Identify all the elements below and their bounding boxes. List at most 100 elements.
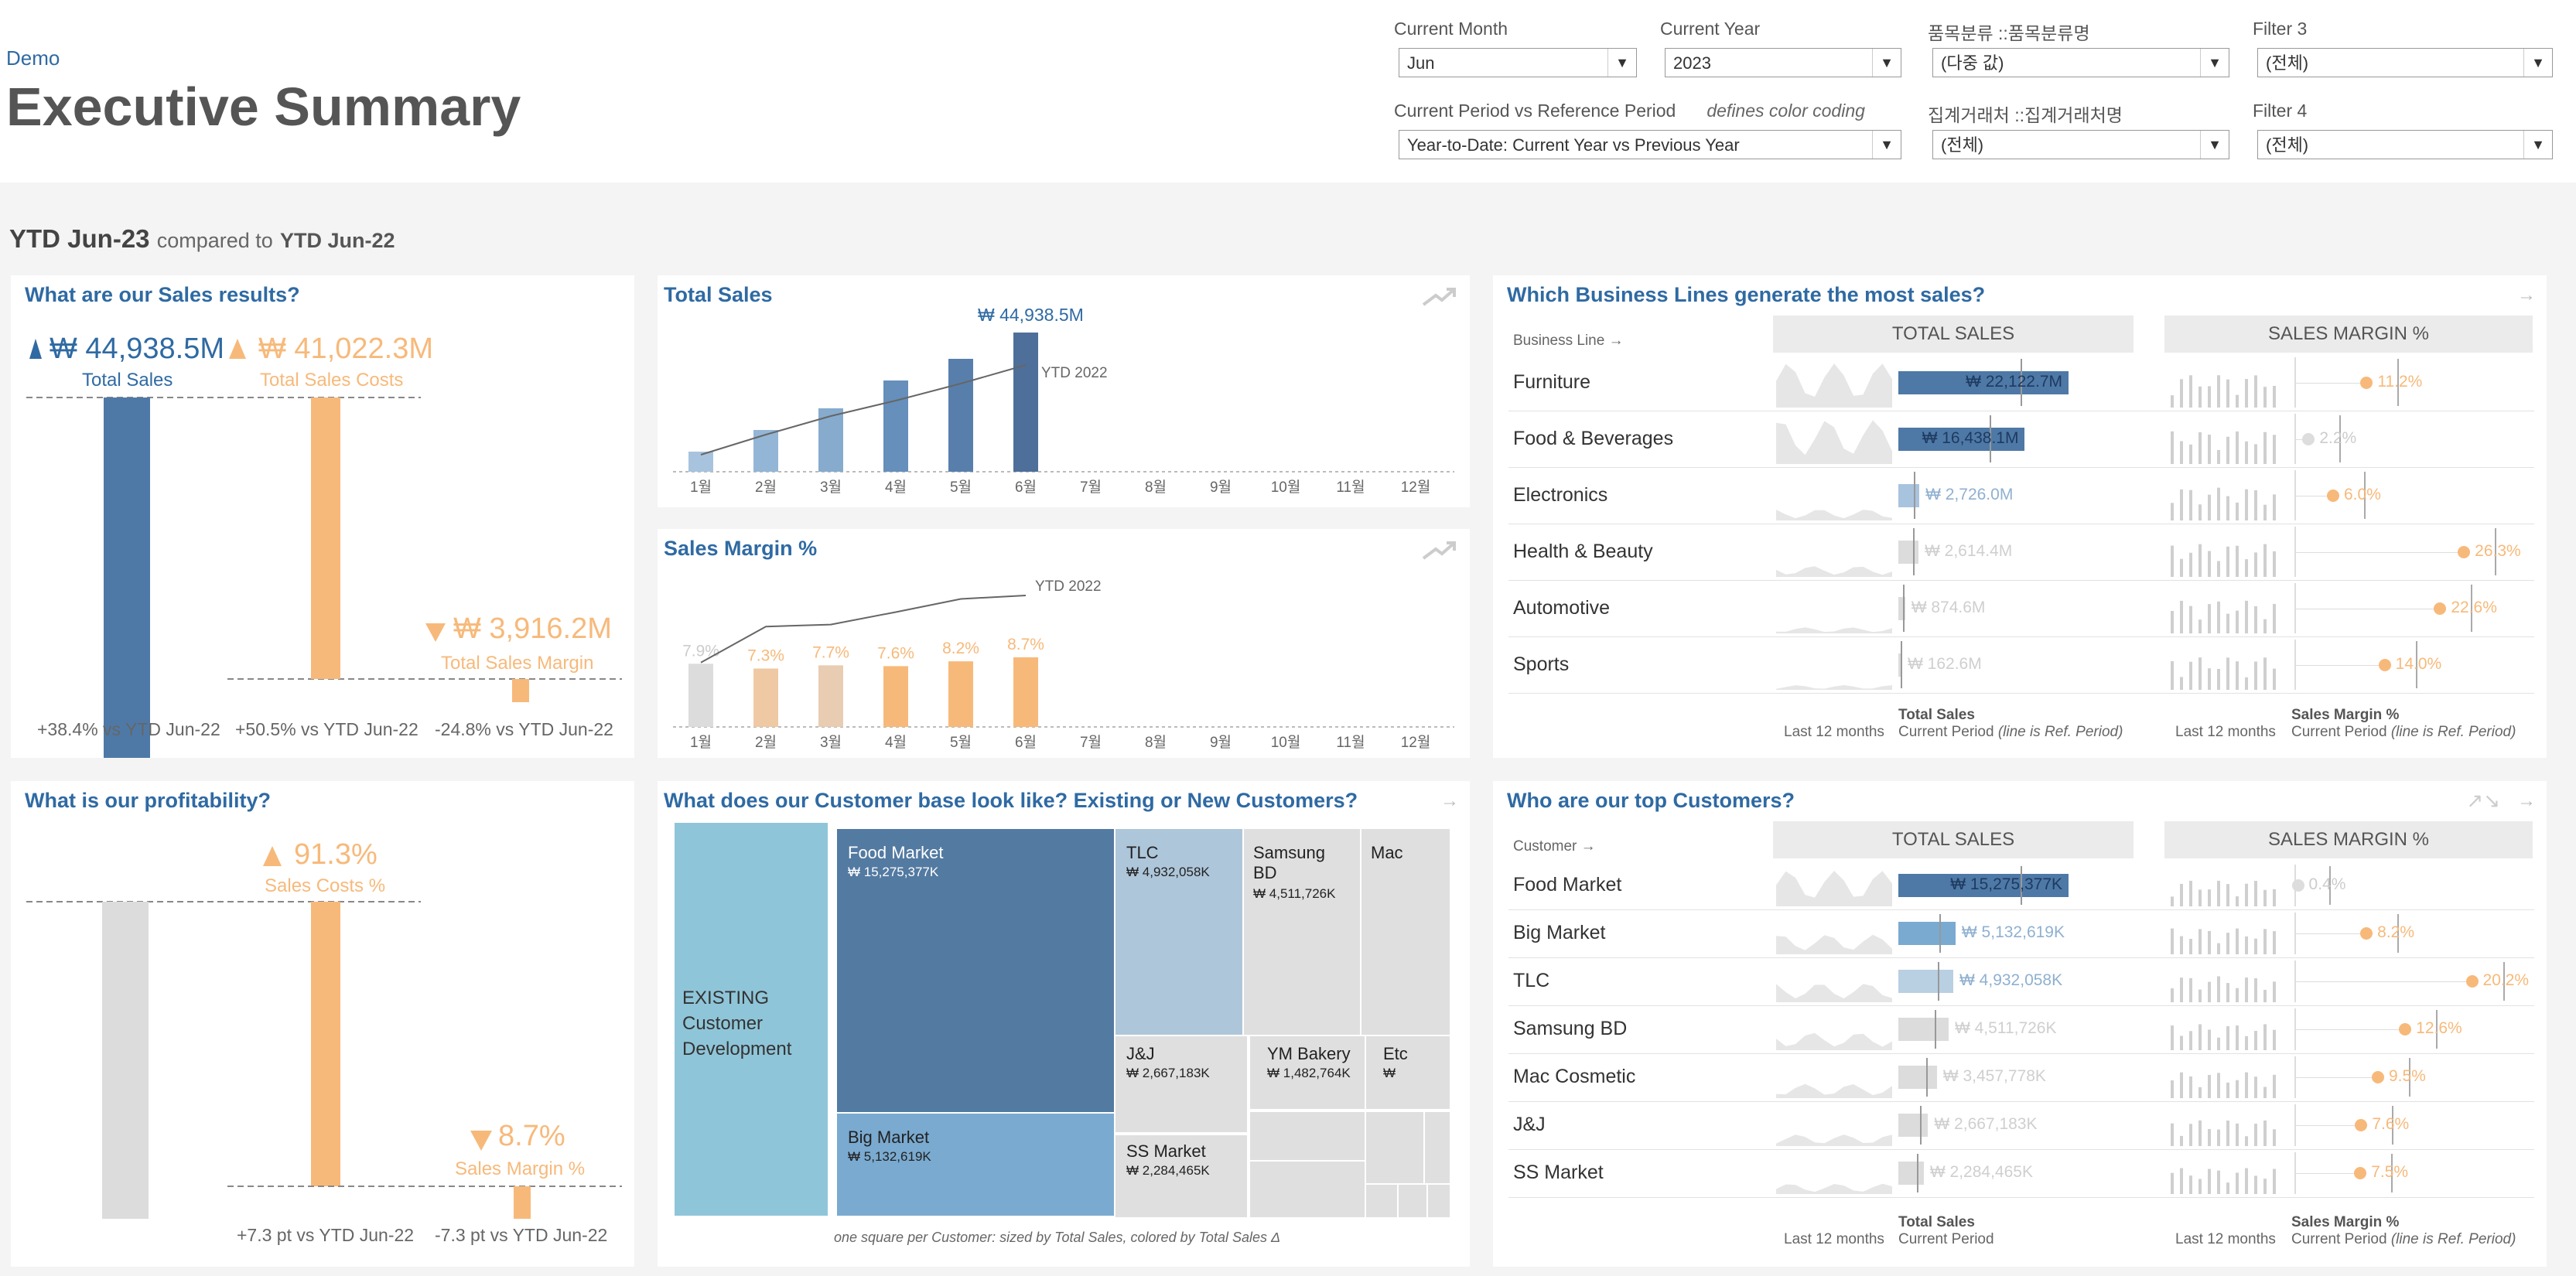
period-select[interactable]: Year-to-Date: Current Year vs Previous Y… [1399, 130, 1901, 159]
current-year-value: 2023 [1673, 53, 1711, 73]
sales-bar[interactable] [948, 359, 973, 472]
tile-small[interactable] [1397, 1183, 1426, 1217]
tile-mac[interactable] [1360, 829, 1450, 1035]
tile-ym-bakery[interactable] [1249, 1036, 1365, 1109]
tile-value: ₩ 2,284,465K [1126, 1163, 1210, 1178]
sales-bar[interactable] [1898, 483, 1920, 507]
sales-bar[interactable] [1013, 333, 1038, 472]
filter3-select[interactable]: (전체) ▼ [2257, 48, 2553, 77]
tile-small[interactable] [1426, 1183, 1450, 1217]
margin-dot[interactable] [2302, 432, 2315, 445]
margin-dot[interactable] [2465, 975, 2479, 988]
row-label[interactable]: Electronics [1513, 483, 1608, 506]
tile-small[interactable] [1365, 1111, 1423, 1183]
sales-bar[interactable] [1898, 370, 2069, 394]
x-tick-label: 9월 [1210, 734, 1232, 751]
col-header-margin: SALES MARGIN % [2164, 316, 2533, 353]
filter4-select[interactable]: (전체) ▼ [2257, 130, 2553, 159]
row-label[interactable]: Food Market [1513, 874, 1622, 896]
row-label[interactable]: Big Market [1513, 922, 1606, 943]
expand-icon[interactable]: ↗↘ [2466, 789, 2500, 812]
row-label[interactable]: Mac Cosmetic [1513, 1066, 1636, 1087]
row-label[interactable]: J&J [1513, 1114, 1546, 1135]
ref-period-line [2495, 528, 2497, 575]
margin-bar[interactable] [883, 666, 908, 727]
row-label[interactable]: Samsung BD [1513, 1018, 1628, 1039]
tile-etc[interactable] [1365, 1036, 1450, 1109]
sales-bar[interactable] [753, 430, 778, 472]
margin-bar[interactable] [818, 665, 843, 727]
margin-value: 9.5% [2388, 1067, 2426, 1085]
margin-sparkbars [2171, 487, 2276, 520]
margin-bar[interactable] [688, 664, 713, 727]
row-label[interactable]: Sports [1513, 653, 1570, 675]
margin-dot[interactable] [2399, 1023, 2412, 1035]
demo-link[interactable]: Demo [6, 46, 60, 70]
sales-bar[interactable] [1898, 1066, 1937, 1089]
margin-dot[interactable] [2327, 489, 2339, 502]
row-label[interactable]: TLC [1513, 970, 1550, 991]
tile-label: Big Market [848, 1128, 930, 1147]
last12-label: Last 12 months [2175, 724, 2276, 740]
row-label[interactable]: Food & Beverages [1513, 427, 1674, 449]
tile-small[interactable] [1423, 1111, 1450, 1183]
margin-dot[interactable] [2360, 927, 2373, 940]
sales-bar[interactable] [1898, 540, 1918, 564]
sales-bar[interactable] [1898, 874, 2069, 897]
current-period-label: Current Period (line is Ref. Period) [1898, 724, 2123, 741]
arrow-right-icon[interactable]: → [2517, 285, 2536, 305]
arrow-right-icon[interactable]: → [1440, 790, 1459, 811]
margin-bar[interactable] [753, 668, 778, 727]
margin-dot[interactable] [2360, 376, 2373, 389]
margin-dot[interactable] [2355, 1119, 2368, 1131]
tile-food-market[interactable] [837, 829, 1114, 1112]
arrow-right-icon[interactable]: → [2517, 790, 2536, 811]
trend-up-icon[interactable] [1420, 285, 1459, 308]
margin-dot[interactable] [2371, 1071, 2384, 1083]
row-label[interactable]: Automotive [1513, 596, 1611, 619]
sales-bar[interactable] [1898, 427, 2025, 451]
tile-jj[interactable] [1115, 1036, 1247, 1132]
sales-bar[interactable] [688, 452, 713, 472]
trend-up-icon[interactable] [1420, 538, 1459, 561]
page-title: Executive Summary [6, 77, 521, 137]
tile-small[interactable] [1365, 1183, 1397, 1217]
margin-bar[interactable] [948, 661, 973, 727]
account-filter-select[interactable]: (전체) ▼ [1932, 130, 2229, 159]
tile-small[interactable] [1249, 1160, 1365, 1217]
existing-customers-block[interactable]: EXISTING Customer Development [675, 823, 828, 1216]
sales-bar[interactable] [1898, 596, 1905, 620]
margin-sparkbars [2171, 1024, 2276, 1050]
current-year-select[interactable]: 2023 ▼ [1665, 48, 1901, 77]
tile-label: J&J [1126, 1044, 1155, 1063]
margin-sparkbars [2171, 375, 2276, 408]
row-label[interactable]: Furniture [1513, 370, 1591, 393]
margin-dot[interactable] [2458, 545, 2471, 558]
row-label[interactable]: SS Market [1513, 1162, 1604, 1183]
sales-bar[interactable] [1898, 970, 1954, 993]
tile-small[interactable] [1249, 1111, 1365, 1160]
chevron-down-icon: ▼ [2523, 49, 2552, 77]
sales-bar[interactable] [1898, 1162, 1924, 1185]
tile-samsung[interactable] [1242, 829, 1360, 1035]
delta-value: -7.3 pt [435, 1225, 486, 1245]
tile-ss-market[interactable] [1115, 1134, 1247, 1217]
tile-tlc[interactable] [1114, 829, 1242, 1035]
margin-dot[interactable] [2434, 602, 2447, 615]
current-period: YTD Jun-23 [9, 224, 150, 253]
sales-bar[interactable] [883, 380, 908, 472]
category-filter-select[interactable]: (다중 값) ▼ [1932, 48, 2229, 77]
margin-dot[interactable] [2291, 879, 2304, 892]
period-label: Current Period vs Reference Period define… [1394, 101, 1865, 121]
margin-bar[interactable] [1013, 657, 1038, 727]
sales-bar[interactable] [1898, 1018, 1949, 1041]
row-label[interactable]: Health & Beauty [1513, 540, 1653, 562]
current-text: Current Period [2291, 1231, 2387, 1247]
sales-bar[interactable] [1898, 922, 1956, 945]
margin-dot[interactable] [2378, 658, 2391, 671]
sales-bar[interactable] [1898, 1114, 1929, 1137]
margin-dot[interactable] [2354, 1167, 2367, 1179]
sales-bar[interactable] [1898, 653, 1901, 677]
current-month-select[interactable]: Jun ▼ [1399, 48, 1637, 77]
tile-big-market[interactable] [837, 1114, 1114, 1216]
